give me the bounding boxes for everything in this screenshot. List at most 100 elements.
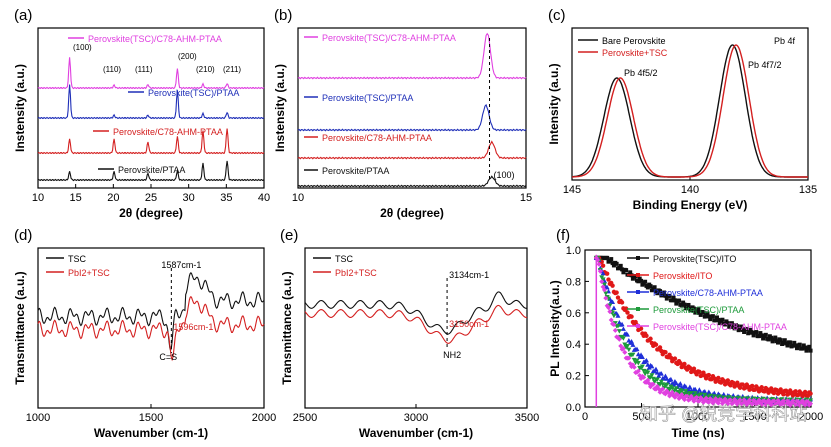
- panel-f-point: [802, 389, 808, 395]
- panel-b-series-0: [297, 32, 527, 80]
- panel-f-point: [706, 372, 712, 378]
- panel-d-legend-0: TSC: [68, 254, 87, 264]
- panel-f-point: [652, 285, 657, 290]
- panel-b-series-1: [297, 103, 527, 132]
- panel-f-point: [612, 327, 618, 333]
- panel-f-point: [759, 385, 764, 390]
- panel-e-annotation-1: 3134cm-1: [449, 270, 489, 280]
- panel-f-point: [682, 302, 687, 307]
- panel-f-legend-4: Perovskite(TSC)/C78-AHM-PTAA: [653, 322, 787, 332]
- panel-a-peak-label: (210): [196, 65, 215, 74]
- panel-f-point: [635, 360, 641, 366]
- panel-f-point: [766, 337, 771, 342]
- panel-f-point: [617, 265, 622, 270]
- panel-f-ytick-label: 1.0: [566, 245, 581, 257]
- panel-b-xtick-label: 10: [292, 192, 304, 204]
- panel-f-point: [778, 338, 783, 343]
- panel-f-point: [643, 357, 649, 363]
- panel-f-point: [784, 341, 789, 346]
- panel-f-point: [788, 340, 793, 345]
- panel-f-ytick-label: 0.2: [566, 371, 581, 383]
- panel-f-point: [672, 298, 677, 303]
- panel-f-point: [781, 340, 786, 345]
- panel-f-point: [679, 303, 684, 308]
- panel-f-point: [737, 397, 743, 403]
- panel-c-xtick-label: 145: [563, 184, 581, 196]
- panel-c-peak-label-1: Pb 4f5/2: [624, 68, 658, 78]
- panel-a-series-2: [37, 128, 265, 155]
- panel-f-point: [620, 326, 626, 331]
- panel-f-point: [758, 331, 763, 336]
- panel-f-point: [650, 381, 656, 387]
- panel-f-point: [608, 317, 614, 323]
- panel-f-point: [668, 376, 674, 382]
- panel-f-point: [691, 366, 697, 371]
- panel-f-point: [606, 305, 612, 311]
- panel-d-xlabel: Wavenumber (cm-1): [94, 426, 208, 440]
- panel-f-point: [671, 295, 676, 300]
- panel-f-point: [716, 317, 721, 322]
- panel-c-xtick-label: 140: [681, 184, 699, 196]
- panel-f-point: [597, 268, 603, 274]
- panel-f-point: [691, 306, 696, 311]
- panel-b-series-2: [297, 140, 527, 160]
- panel-f-legend-0: Perovskite(TSC)/ITO: [653, 254, 736, 264]
- panel-d-ylabel: Transmittance (a.u.): [13, 271, 27, 384]
- panel-f-point: [684, 393, 690, 399]
- panel-f-point: [624, 268, 629, 273]
- panel-f-point: [639, 278, 644, 283]
- panel-c-title: Pb 4f: [774, 36, 796, 46]
- panel-e-ylabel: Transmittance (a.u.): [280, 271, 294, 384]
- panel-d-annotation-2: 1596cm-1: [173, 322, 213, 332]
- panel-f-point: [628, 270, 633, 275]
- panel-a-peak-label: (100): [73, 43, 92, 52]
- panel-f-point: [738, 326, 743, 331]
- panel-f-point: [635, 368, 641, 374]
- panel-f-point: [804, 348, 809, 353]
- panel-a-ylabel: Instensity (a.u.): [13, 64, 27, 152]
- panel-c-ylabel: Intensity (a.u.): [547, 63, 561, 144]
- panel-a-xlabel: 2θ (degree): [119, 206, 183, 220]
- panel-f-point: [704, 313, 709, 318]
- panel-f-point: [673, 380, 679, 386]
- panel-f-point: [740, 382, 745, 387]
- panel-f-point: [759, 333, 764, 338]
- panel-f-point: [663, 349, 668, 355]
- panel-b-series-3: [297, 175, 527, 188]
- panel-f-point: [620, 345, 626, 351]
- panel-c-xtick-label: 135: [799, 184, 817, 196]
- panel-f-point: [621, 270, 626, 275]
- panel-f-point: [630, 352, 636, 358]
- panel-f-point: [611, 313, 617, 319]
- panel-f-ytick-label: 0.4: [566, 339, 581, 351]
- panel-f-point: [596, 261, 602, 267]
- panel-f-point: [616, 336, 622, 342]
- panel-f-point: [633, 274, 638, 279]
- panel-f-point: [694, 394, 700, 400]
- panel-f-point: [653, 289, 658, 294]
- panel-f-point: [656, 373, 662, 378]
- panel-f-xtick-label: 2000: [799, 411, 823, 423]
- panel-f-point: [670, 298, 675, 303]
- panel-f-point: [611, 263, 616, 268]
- panel-c-legend-0: Bare Perovskite: [602, 36, 666, 46]
- panel-f-point: [601, 282, 607, 288]
- panel-e-xlabel: Wavenumber (cm-1): [359, 426, 473, 440]
- panel-f-point: [641, 374, 647, 380]
- panel-f-point: [794, 346, 799, 351]
- panel-f-xtick-label: 0: [582, 411, 588, 423]
- panel-a-xtick-label: 30: [183, 192, 195, 204]
- panel-f-point: [803, 345, 808, 350]
- panel-f-xtick-label: 1000: [686, 411, 710, 423]
- panel-b-xtick-label: 15: [520, 192, 532, 204]
- panel-f-point: [711, 390, 717, 396]
- panel-f-point: [604, 271, 610, 276]
- panel-b-legend-1: Perovskite(TSC)/PTAA: [322, 93, 413, 103]
- panel-b-legend-0: Perovskite(TSC)/C78-AHM-PTAA: [322, 33, 456, 43]
- panel-f-point: [721, 391, 727, 397]
- panel-f-point: [716, 375, 721, 381]
- panel-f-point: [686, 302, 691, 307]
- panel-d-annotation-1: 1587cm-1: [161, 260, 201, 270]
- panel-f-point: [757, 334, 762, 339]
- panel-f-point: [616, 329, 622, 334]
